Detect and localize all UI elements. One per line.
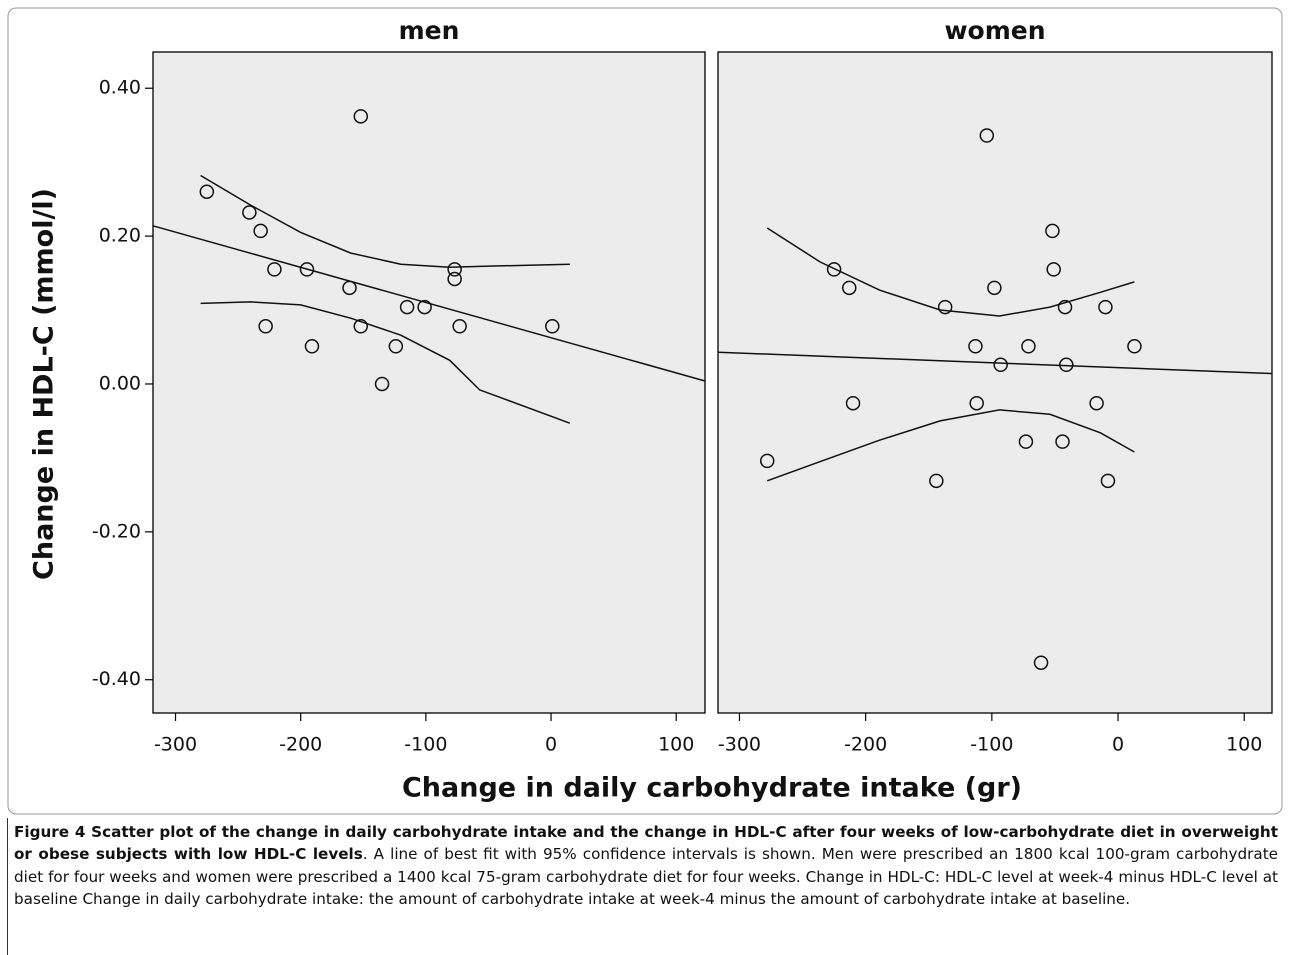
point xyxy=(969,395,984,411)
point xyxy=(388,339,404,354)
point xyxy=(199,184,215,199)
ci-lower xyxy=(766,409,1135,482)
y-tick-label: -0.20 xyxy=(92,520,141,542)
point xyxy=(1057,299,1073,315)
y-tick-label: 0.00 xyxy=(99,372,141,394)
point xyxy=(1045,223,1060,239)
point xyxy=(1018,434,1034,449)
ci-lower xyxy=(200,301,571,424)
point xyxy=(1089,395,1104,411)
point xyxy=(1059,357,1074,373)
point xyxy=(1021,339,1036,354)
point xyxy=(417,299,432,315)
point xyxy=(242,205,257,220)
point xyxy=(545,319,560,334)
x-tick-label: -200 xyxy=(844,734,887,756)
y-tick-label: -0.40 xyxy=(92,668,141,690)
point xyxy=(993,357,1008,373)
point xyxy=(1098,299,1113,315)
point xyxy=(1055,434,1070,449)
point xyxy=(841,280,857,296)
panel-title: women xyxy=(944,16,1045,45)
point xyxy=(399,299,415,315)
ci-upper xyxy=(766,227,1135,317)
caption-text: . A line of best fit with 95% confidence… xyxy=(14,845,1278,909)
point xyxy=(1100,473,1116,489)
point xyxy=(826,262,842,277)
plot-area xyxy=(717,51,1273,714)
x-tick-label: 0 xyxy=(545,734,557,756)
point xyxy=(1033,655,1049,670)
x-tick-label: -300 xyxy=(718,734,761,756)
y-axis-label: Change in HDL-C (mmol/l) xyxy=(29,188,60,580)
point xyxy=(968,339,983,354)
point xyxy=(304,339,320,354)
point xyxy=(452,319,467,334)
point xyxy=(447,262,462,277)
panel-title: men xyxy=(399,16,460,45)
x-tick-label: 100 xyxy=(1226,734,1262,756)
point xyxy=(447,271,462,287)
point xyxy=(374,376,390,392)
x-tick-label: -200 xyxy=(279,734,322,756)
point xyxy=(267,262,282,277)
figure: Change in HDL-C (mmol/l) Change in daily… xyxy=(7,7,1283,815)
point xyxy=(1127,339,1142,354)
plot-area xyxy=(152,51,706,714)
y-tick-label: 0.40 xyxy=(99,77,141,99)
point xyxy=(342,280,357,296)
caption: Figure 4 Scatter plot of the change in d… xyxy=(14,821,1278,911)
x-axis-label: Change in daily carbohydrate intake (gr) xyxy=(402,773,1022,804)
fit-line xyxy=(152,225,706,382)
point xyxy=(353,109,369,124)
x-tick-label: -300 xyxy=(154,734,197,756)
point xyxy=(979,128,995,143)
x-tick-label: -100 xyxy=(970,734,1013,756)
caption-rule xyxy=(7,818,8,955)
point xyxy=(353,319,369,334)
point xyxy=(253,223,268,239)
point xyxy=(987,280,1002,296)
point xyxy=(937,299,953,315)
ci-upper xyxy=(200,174,570,268)
point xyxy=(759,453,775,469)
x-tick-label: -100 xyxy=(404,734,447,756)
point xyxy=(1046,262,1061,277)
point xyxy=(299,262,315,277)
y-tick-label: 0.20 xyxy=(99,225,141,247)
x-tick-label: 100 xyxy=(658,734,694,756)
caption-title: Figure 4 Scatter plot of the change in d… xyxy=(14,823,1278,864)
point xyxy=(929,473,944,489)
point xyxy=(258,319,273,334)
x-tick-label: 0 xyxy=(1112,734,1124,756)
point xyxy=(845,395,861,411)
